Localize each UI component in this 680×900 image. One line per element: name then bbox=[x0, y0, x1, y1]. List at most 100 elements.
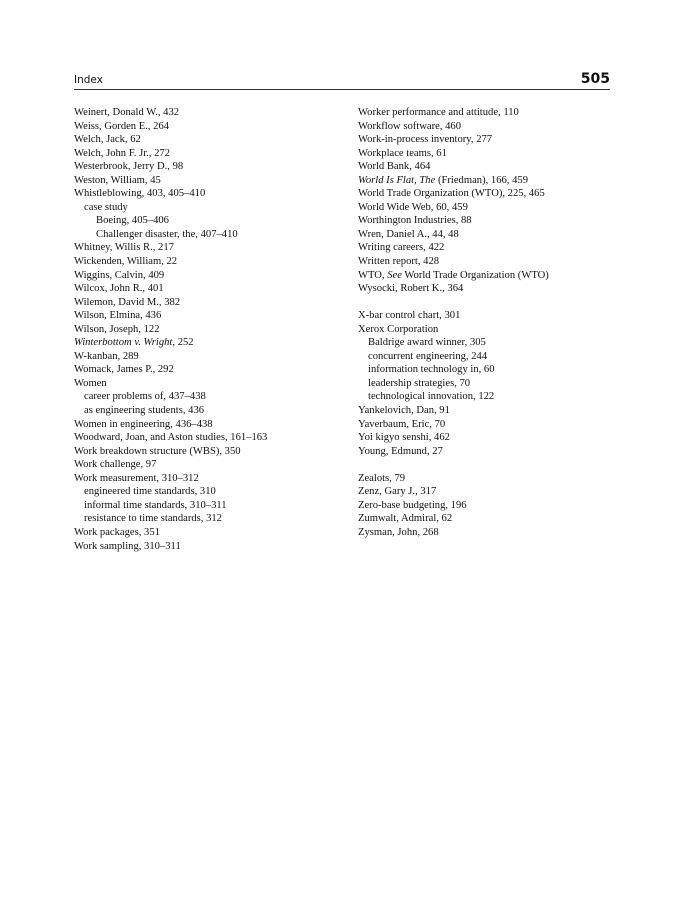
index-subentry: Challenger disaster, the, 407–410 bbox=[74, 228, 267, 242]
entry-text: informal time standards, 310–311 bbox=[84, 499, 227, 511]
entry-text: See bbox=[387, 269, 402, 281]
index-letter-group: X-bar control chart, 301 Xerox Corporatio… bbox=[358, 309, 549, 458]
index-entry: Wilemon, David M., 382 bbox=[74, 296, 267, 310]
index-letter-group: Worker performance and attitude, 110 Work… bbox=[358, 106, 549, 296]
index-entry: Wilson, Elmina, 436 bbox=[74, 309, 267, 323]
entry-text: engineered time standards, 310 bbox=[84, 486, 216, 498]
index-entry: Work measurement, 310–312 bbox=[74, 472, 267, 486]
index-subentry: Baldrige award winner, 305 bbox=[358, 336, 549, 350]
entry-text: Zero-base budgeting, 196 bbox=[358, 499, 467, 511]
index-subentry: Boeing, 405–406 bbox=[74, 214, 267, 228]
entry-text: Yaverbaum, Eric, 70 bbox=[358, 418, 446, 430]
index-entry: Work sampling, 310–311 bbox=[74, 540, 267, 554]
index-entry: X-bar control chart, 301 bbox=[358, 309, 549, 323]
entry-text: (Friedman), 166, 459 bbox=[435, 174, 528, 186]
section-title: Index bbox=[74, 74, 103, 86]
index-entry: Worker performance and attitude, 110 bbox=[358, 106, 549, 120]
index-entry: Workplace teams, 61 bbox=[358, 147, 549, 161]
entry-text: World Is Flat, The bbox=[358, 174, 436, 186]
entry-text: Challenger disaster, the, 407–410 bbox=[96, 228, 238, 240]
entry-text: technological innovation, 122 bbox=[368, 391, 495, 403]
index-entry: Weiss, Gorden E., 264 bbox=[74, 120, 267, 134]
index-entry: Wilson, Joseph, 122 bbox=[74, 323, 267, 337]
index-subentry: engineered time standards, 310 bbox=[74, 485, 267, 499]
index-entry: Work challenge, 97 bbox=[74, 458, 267, 472]
index-entry: Winterbottom v. Wright, 252 bbox=[74, 336, 267, 350]
index-entry: World Bank, 464 bbox=[358, 160, 549, 174]
entry-text: Boeing, 405–406 bbox=[96, 215, 169, 227]
index-entry: Zenz, Gary J., 317 bbox=[358, 485, 549, 499]
index-entry: Young, Edmund, 27 bbox=[358, 445, 549, 459]
index-entry: Zealots, 79 bbox=[358, 472, 549, 486]
entry-text: Wysocki, Robert K., 364 bbox=[358, 283, 464, 295]
page-number: 505 bbox=[580, 71, 610, 87]
entry-text: Worthington Industries, 88 bbox=[358, 215, 472, 227]
index-entry: Women bbox=[74, 377, 267, 391]
index-entry: Womack, James P., 292 bbox=[74, 363, 267, 377]
index-entry: Woodward, Joan, and Aston studies, 161–1… bbox=[74, 431, 267, 445]
entry-text: Work-in-process inventory, 277 bbox=[358, 134, 493, 146]
entry-text: Zealots, 79 bbox=[358, 472, 406, 484]
index-entry: Yankelovich, Dan, 91 bbox=[358, 404, 549, 418]
index-entry: Wren, Daniel A., 44, 48 bbox=[358, 228, 549, 242]
entry-text: Zenz, Gary J., 317 bbox=[358, 486, 437, 498]
entry-text: Writing careers, 422 bbox=[358, 242, 445, 254]
entry-text: Worker performance and attitude, 110 bbox=[358, 107, 519, 118]
entry-text: Welch, John F. Jr., 272 bbox=[74, 147, 170, 159]
index-entry: WTO, See World Trade Organization (WTO) bbox=[358, 269, 549, 283]
entry-text: career problems of, 437–438 bbox=[84, 391, 206, 403]
entry-text: Wilson, Joseph, 122 bbox=[74, 323, 160, 335]
index-entry: Zumwalt, Admiral, 62 bbox=[358, 512, 549, 526]
index-entry: W-kanban, 289 bbox=[74, 350, 267, 364]
index-entry: Welch, Jack, 62 bbox=[74, 133, 267, 147]
index-entry: Written report, 428 bbox=[358, 255, 549, 269]
entry-text: case study bbox=[84, 201, 128, 213]
index-entry: Whistleblowing, 403, 405–410 bbox=[74, 187, 267, 201]
index-entry: Whitney, Willis R., 217 bbox=[74, 241, 267, 255]
index-entry: Work-in-process inventory, 277 bbox=[358, 133, 549, 147]
running-header: Index 505 bbox=[74, 71, 610, 90]
entry-text: resistance to time standards, 312 bbox=[84, 513, 222, 525]
entry-text: Yoi kigyo senshi, 462 bbox=[358, 432, 450, 444]
index-subentry: as engineering students, 436 bbox=[74, 404, 267, 418]
index-subentry: concurrent engineering, 244 bbox=[358, 350, 549, 364]
index-entry: Writing careers, 422 bbox=[358, 241, 549, 255]
index-entry: Welch, John F. Jr., 272 bbox=[74, 147, 267, 161]
index-entry: Zero-base budgeting, 196 bbox=[358, 499, 549, 513]
entry-text: Weiss, Gorden E., 264 bbox=[74, 120, 170, 132]
entry-text: Work challenge, 97 bbox=[74, 459, 157, 471]
index-subentry: career problems of, 437–438 bbox=[74, 390, 267, 404]
entry-text: World Wide Web, 60, 459 bbox=[358, 201, 468, 213]
entry-text: Xerox Corporation bbox=[358, 323, 439, 335]
index-letter-group: Weinert, Donald W., 432 Weiss, Gorden E.,… bbox=[74, 106, 267, 553]
entry-text: Work breakdown structure (WBS), 350 bbox=[74, 445, 241, 457]
index-entry: World Is Flat, The (Friedman), 166, 459 bbox=[358, 174, 549, 188]
entry-text: information technology in, 60 bbox=[368, 364, 495, 376]
index-entry: Yaverbaum, Eric, 70 bbox=[358, 418, 549, 432]
entry-text: Wilcox, John R., 401 bbox=[74, 283, 164, 295]
index-entry: Yoi kigyo senshi, 462 bbox=[358, 431, 549, 445]
index-entry: Xerox Corporation bbox=[358, 323, 549, 337]
index-column-left: Weinert, Donald W., 432 Weiss, Gorden E.,… bbox=[74, 106, 267, 553]
entry-text: concurrent engineering, 244 bbox=[368, 350, 488, 362]
index-entry: Wilcox, John R., 401 bbox=[74, 282, 267, 296]
entry-text: Wiggins, Calvin, 409 bbox=[74, 269, 165, 281]
index-entry: World Wide Web, 60, 459 bbox=[358, 201, 549, 215]
entry-text: Work sampling, 310–311 bbox=[74, 540, 181, 552]
index-entry: Zysman, John, 268 bbox=[358, 526, 549, 540]
entry-text: WTO, bbox=[358, 269, 388, 281]
index-subentry: leadership strategies, 70 bbox=[358, 377, 549, 391]
entry-text: Women in engineering, 436–438 bbox=[74, 418, 213, 430]
entry-text: Wilemon, David M., 382 bbox=[74, 296, 181, 308]
entry-text: World Trade Organization (WTO) bbox=[401, 269, 549, 281]
entry-text: W-kanban, 289 bbox=[74, 350, 139, 362]
entry-text: Weinert, Donald W., 432 bbox=[74, 107, 180, 118]
index-subentry: resistance to time standards, 312 bbox=[74, 512, 267, 526]
entry-text: Baldrige award winner, 305 bbox=[368, 337, 486, 349]
entry-text: Young, Edmund, 27 bbox=[358, 445, 443, 457]
index-entry: Work packages, 351 bbox=[74, 526, 267, 540]
index-subentry: information technology in, 60 bbox=[358, 363, 549, 377]
index-entry: Wysocki, Robert K., 364 bbox=[358, 282, 549, 296]
index-subentry: technological innovation, 122 bbox=[358, 390, 549, 404]
entry-text: Work measurement, 310–312 bbox=[74, 472, 199, 484]
